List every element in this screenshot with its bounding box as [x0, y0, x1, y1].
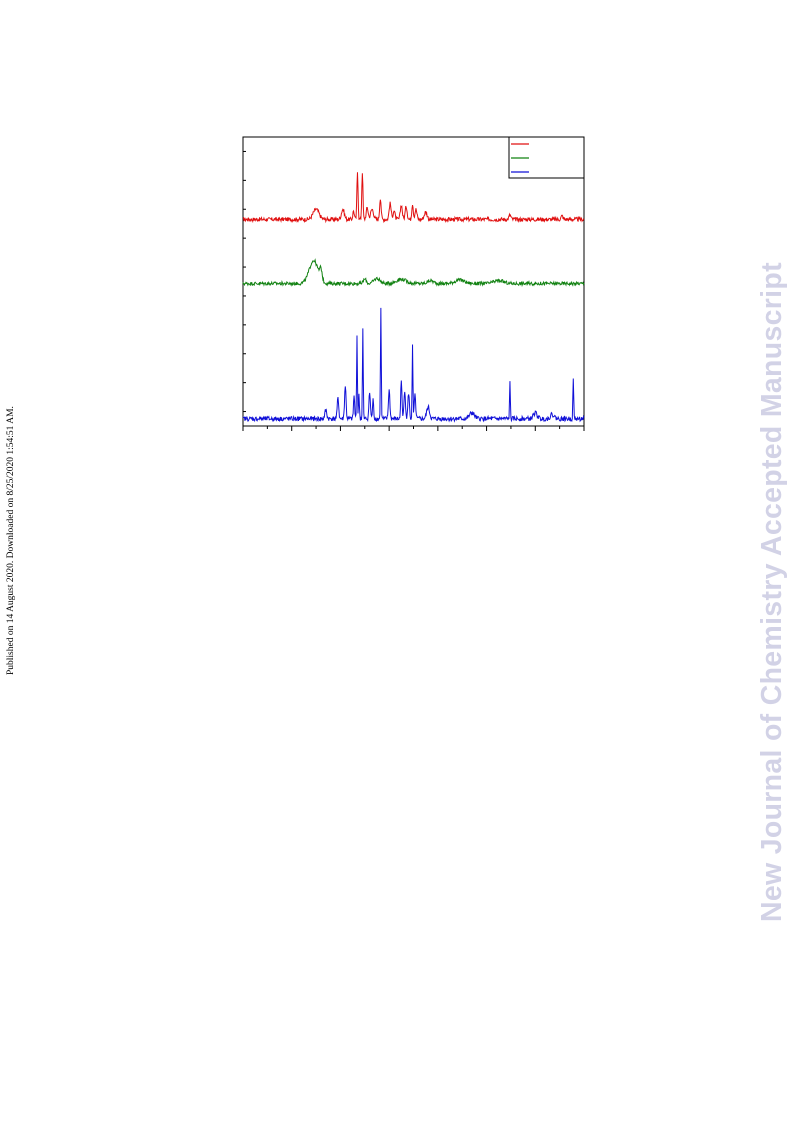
plot-frame	[242, 136, 585, 427]
legend	[508, 136, 585, 179]
series-line-0	[242, 172, 585, 224]
axis-ticks	[242, 150, 585, 431]
series-line-2	[242, 307, 585, 423]
series-line-1	[242, 258, 585, 288]
series-group	[242, 172, 585, 423]
